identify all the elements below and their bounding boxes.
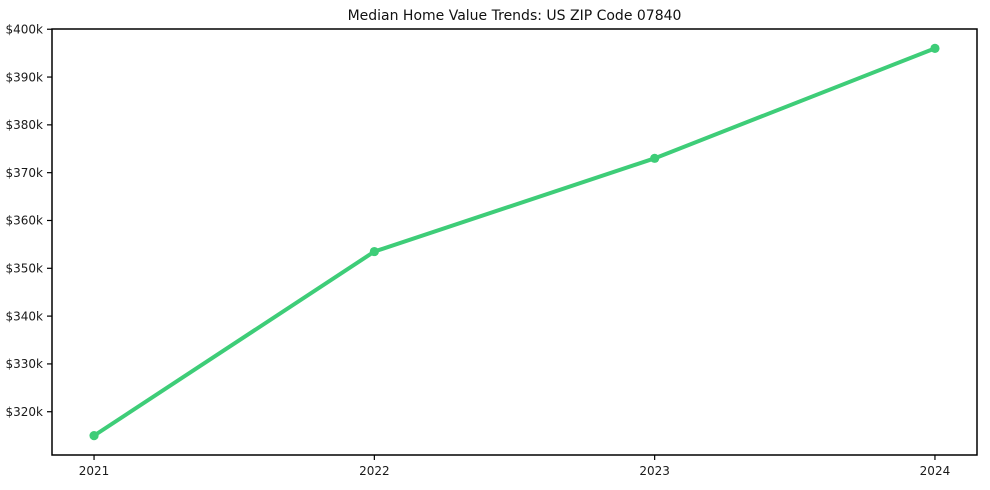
chart-title: Median Home Value Trends: US ZIP Code 07… <box>347 8 682 24</box>
data-point-marker <box>930 43 940 53</box>
y-axis-tick-label: $360k <box>6 214 44 228</box>
x-axis: 2021 2022 2023 2024 <box>79 455 950 478</box>
y-axis-tick-label: $340k <box>6 309 44 323</box>
data-point-marker <box>89 431 99 441</box>
y-axis-tick-label: $370k <box>6 166 44 180</box>
y-axis-tick-label: $350k <box>6 261 44 275</box>
data-point-marker <box>369 246 379 257</box>
x-axis-tick-label: 2023 <box>639 464 670 478</box>
trend-line <box>92 46 937 438</box>
y-axis-tick-label: $390k <box>6 70 44 84</box>
y-axis-tick-label: $380k <box>6 118 44 132</box>
x-axis-tick-label: 2024 <box>920 464 951 478</box>
y-axis: $320k $330k $340k $350k $360k $370k $380k $390k… <box>6 22 52 419</box>
data-point-marker <box>650 153 660 163</box>
x-axis-tick-label: 2022 <box>359 464 390 478</box>
x-axis-tick-label: 2021 <box>79 464 110 478</box>
y-axis-tick-label: $320k <box>6 405 44 419</box>
plot-frame <box>51 28 978 456</box>
y-axis-tick-label: $400k <box>6 22 44 36</box>
y-axis-tick-label: $330k <box>6 357 44 371</box>
